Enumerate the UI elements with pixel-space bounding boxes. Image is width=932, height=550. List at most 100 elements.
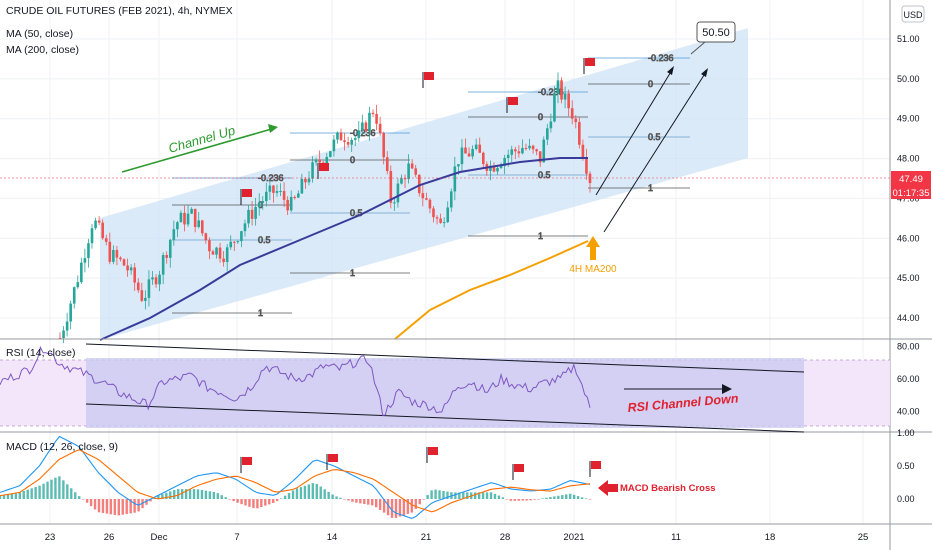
candle-body [329, 151, 332, 157]
macd-histogram-bar [371, 499, 374, 506]
macd-histogram-bar [81, 499, 85, 500]
macd-histogram-bar [489, 492, 493, 499]
macd-histogram-bar [569, 493, 572, 499]
macd-histogram-bar [244, 499, 247, 506]
macd-histogram-bar [264, 499, 267, 506]
candle-body [112, 249, 115, 262]
macd-flag [328, 454, 338, 462]
macd-histogram-bar [272, 499, 275, 504]
candle-body [521, 147, 524, 154]
macd-histogram-bar [446, 491, 449, 499]
macd-histogram-bar [157, 495, 160, 499]
macd-histogram-bar [422, 499, 425, 500]
candle-body [147, 279, 151, 298]
fib-level-label: -0.236 [648, 53, 674, 63]
price-tick-label: 51.00 [897, 34, 920, 44]
macd-tick-label: 0.00 [897, 494, 915, 504]
candle-body [489, 165, 492, 171]
macd-histogram-bar [331, 494, 334, 499]
countdown-tag [891, 185, 931, 199]
candle-body [382, 133, 385, 158]
rsi-tick-label: 40.00 [897, 407, 920, 417]
candle-body [407, 163, 410, 179]
price-flag [242, 189, 252, 197]
fib-level-label: 0 [648, 79, 653, 89]
macd-histogram-bar [216, 493, 219, 499]
macd-histogram [0, 476, 592, 518]
macd-histogram-bar [505, 499, 509, 500]
macd-histogram-bar [473, 492, 477, 499]
macd-histogram-bar [303, 485, 307, 499]
candle-body [300, 178, 304, 194]
candle-body [286, 199, 289, 211]
candle-body [69, 303, 72, 322]
macd-histogram-bar [169, 491, 172, 499]
fib-level-label: -0.236 [350, 128, 376, 138]
candle-body [87, 243, 90, 259]
time-tick-label: 18 [765, 532, 776, 543]
macd-histogram-bar [291, 490, 295, 499]
macd-line [0, 435, 591, 519]
macd-histogram-bar [549, 497, 552, 499]
macd-histogram-bar [6, 494, 10, 499]
macd-histogram-bar [212, 491, 216, 499]
currency-badge[interactable] [901, 5, 925, 23]
macd-signal-line [0, 449, 591, 513]
candle-body [144, 297, 147, 301]
price-tick-label: 50.00 [897, 74, 920, 84]
macd-histogram-bar [430, 490, 433, 499]
candle-body [151, 277, 154, 280]
candle-body [567, 93, 570, 109]
macd-histogram-bar [105, 499, 109, 514]
macd-histogram-bar [161, 494, 164, 499]
candle-body [225, 247, 229, 263]
macd-histogram-bar [335, 496, 338, 499]
macd-histogram-bar [145, 499, 148, 505]
price-flag [424, 72, 434, 80]
last-price-value: 47.49 [899, 174, 923, 185]
macd-histogram-bar [153, 498, 156, 499]
macd-histogram-bar [299, 487, 303, 499]
macd-histogram-bar [184, 489, 188, 499]
macd-histogram-bar [26, 489, 29, 499]
projection-arrow-1 [595, 69, 673, 196]
ma200-annotation: 4H MA200 [569, 264, 617, 275]
time-tick-label: 11 [671, 532, 681, 543]
macd-histogram-bar [414, 499, 417, 509]
candle-body [400, 178, 403, 184]
candle-body [435, 217, 439, 219]
candle-body [524, 147, 528, 149]
time-axis[interactable]: 23 26 Dec 7 14 21 28 2021 11 18 25 [45, 532, 869, 543]
candle-body [346, 142, 350, 145]
candle-body [211, 251, 215, 255]
macd-histogram-bar [493, 493, 497, 499]
macd-histogram-bar [232, 499, 235, 502]
macd-flag [514, 464, 524, 472]
candle-body [136, 282, 140, 291]
candle-body [254, 206, 257, 219]
candle-body [297, 193, 300, 198]
fib-level-label: 0.5 [648, 132, 661, 142]
ma200-arrow-head [586, 236, 600, 247]
price-tick-label: 49.00 [897, 114, 920, 124]
macd-histogram-bar [315, 483, 318, 499]
macd-histogram-bar [283, 495, 287, 499]
macd-histogram-bar [42, 483, 45, 499]
candle-body [140, 290, 144, 301]
candle-body [133, 267, 136, 283]
candle-body [361, 122, 364, 131]
candle-body [183, 212, 186, 225]
macd-flags [240, 447, 601, 480]
candle-body [510, 149, 514, 155]
macd-histogram-bar [513, 499, 516, 501]
macd-histogram-bar [38, 485, 41, 499]
macd-histogram-bar [62, 480, 65, 499]
candle-body [553, 93, 556, 122]
macd-histogram-bar [196, 489, 200, 499]
macd-histogram-bar [18, 492, 21, 499]
fib-level-label: 0 [350, 155, 355, 165]
candle-body [154, 277, 158, 285]
fib-level-label: 1 [258, 308, 263, 318]
candle-body [282, 190, 286, 200]
